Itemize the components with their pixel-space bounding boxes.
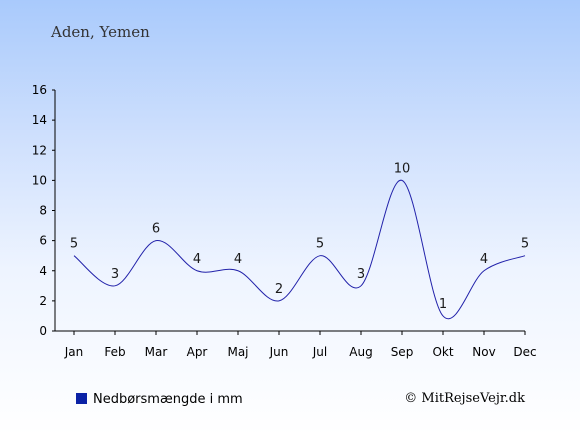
data-label: 2 <box>275 282 283 297</box>
x-tick-label: Sep <box>391 345 414 359</box>
x-tick-label: Nov <box>472 345 495 359</box>
y-ticks: 0 2 4 6 8 10 12 14 16 <box>32 83 55 338</box>
data-label: 4 <box>234 252 242 267</box>
data-label: 4 <box>480 252 488 267</box>
x-tick-label: Jan <box>64 345 84 359</box>
y-tick-label: 14 <box>32 113 47 127</box>
x-tick-label: Maj <box>227 345 248 359</box>
data-label: 6 <box>152 222 160 237</box>
data-label: 4 <box>193 252 201 267</box>
data-label: 10 <box>394 161 411 176</box>
legend-marker <box>76 393 87 404</box>
x-tick-label: Aug <box>349 345 372 359</box>
x-tick-label: Apr <box>187 345 208 359</box>
x-tick-label: Feb <box>104 345 125 359</box>
series-line-precipitation <box>73 179 526 320</box>
data-label: 5 <box>521 237 529 252</box>
y-tick-label: 0 <box>39 324 47 338</box>
data-label: 1 <box>439 297 447 312</box>
data-label: 3 <box>357 267 365 282</box>
x-tick-label: Mar <box>145 345 168 359</box>
data-label: 5 <box>70 237 78 252</box>
data-label: 3 <box>111 267 119 282</box>
y-tick-label: 4 <box>39 264 47 278</box>
chart-subtitle: Aden, Yemen <box>50 23 150 41</box>
data-labels: 5 3 6 4 4 2 5 3 10 1 4 5 <box>70 161 529 312</box>
copyright-text: © MitRejseVejr.dk <box>404 391 525 406</box>
y-tick-label: 8 <box>39 204 47 218</box>
legend-label: Nedbørsmængde i mm <box>93 392 243 407</box>
x-tick-label: Jul <box>312 345 327 359</box>
y-tick-label: 2 <box>39 294 47 308</box>
x-tick-label: Jun <box>269 345 289 359</box>
y-tick-label: 16 <box>32 83 47 97</box>
data-label: 5 <box>316 237 324 252</box>
x-tick-label: Dec <box>513 345 536 359</box>
x-ticks: Jan Feb Mar Apr Maj Jun Jul Aug Sep Okt Nov Dec <box>64 331 537 359</box>
y-tick-label: 6 <box>39 234 47 248</box>
y-tick-label: 10 <box>32 173 47 187</box>
y-tick-label: 12 <box>32 143 47 157</box>
x-tick-label: Okt <box>432 345 453 359</box>
